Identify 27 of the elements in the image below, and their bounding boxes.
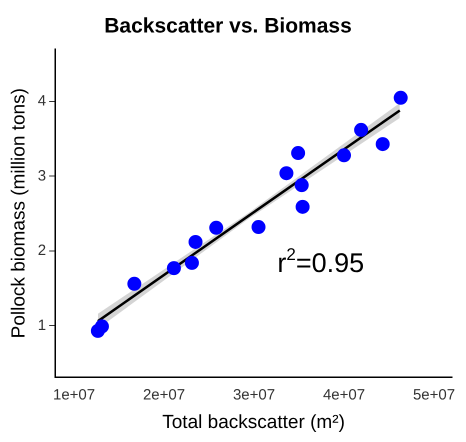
x-axis-title: Total backscatter (m²) [162,412,345,433]
point [296,200,310,214]
point [94,319,109,334]
point [294,178,309,192]
point [184,256,199,270]
chart-title: Backscatter vs. Biomass [104,14,352,38]
point [279,166,294,180]
x-tick-label: 5e+07 [412,386,456,404]
point [127,276,142,291]
point [394,90,408,105]
point [252,220,266,234]
y-tick-label: 2 [38,242,46,260]
point [209,220,224,235]
x-tick-label: 4e+07 [322,386,366,404]
y-tick-label: 4 [38,92,46,110]
point [291,146,306,160]
x-tick-label: 2e+07 [142,386,186,404]
point [166,261,181,276]
x-tick-label: 3e+07 [232,386,276,404]
y-axis-title: Pollock biomass (million tons) [8,88,30,338]
y-tick-label: 1 [38,316,46,334]
point [337,148,352,162]
point [376,137,390,152]
point [188,234,203,249]
point [354,122,368,137]
y-tick-label: 3 [38,167,46,184]
x-tick-label: 1e+07 [52,386,96,404]
